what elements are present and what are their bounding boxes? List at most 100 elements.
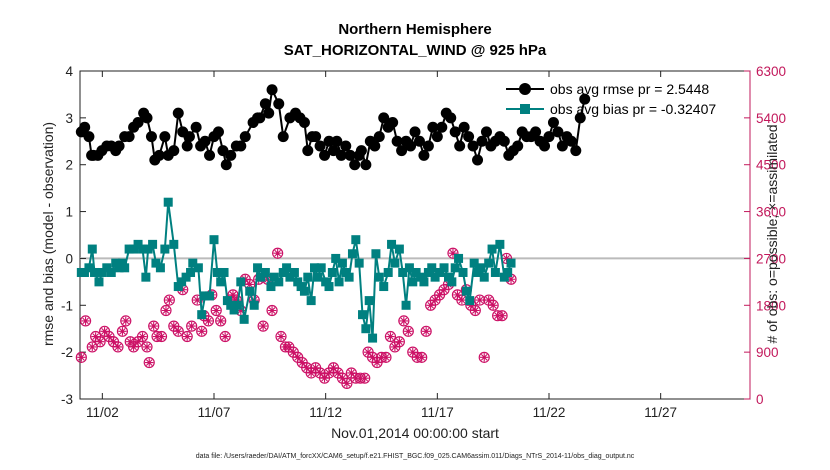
obs-assimilated-marker bbox=[187, 321, 196, 331]
bias-marker bbox=[476, 263, 486, 273]
x-tick-label: 11/17 bbox=[421, 405, 454, 420]
bias-marker bbox=[120, 263, 130, 273]
obs-possible-marker bbox=[202, 315, 215, 327]
rmse-marker bbox=[340, 140, 352, 152]
rmse-marker bbox=[552, 126, 564, 138]
obs-assimilated-marker bbox=[104, 332, 114, 341]
rmse-marker bbox=[212, 126, 224, 138]
bias-marker bbox=[427, 263, 437, 273]
rmse-marker bbox=[159, 131, 171, 143]
bias-marker bbox=[143, 244, 153, 254]
rmse-marker bbox=[349, 159, 361, 171]
obs-possible-marker bbox=[136, 330, 149, 343]
obs-assimilated-marker bbox=[121, 316, 130, 326]
obs-assimilated-marker bbox=[129, 342, 138, 352]
bias-marker bbox=[193, 263, 203, 273]
rmse-marker bbox=[331, 135, 343, 147]
obs-possible-marker bbox=[163, 294, 175, 306]
rmse-marker bbox=[472, 154, 484, 166]
obs-assimilated-marker bbox=[267, 306, 277, 315]
obs-possible-marker bbox=[487, 299, 499, 311]
bias-marker bbox=[469, 258, 479, 268]
obs-possible-marker bbox=[120, 315, 132, 327]
bias-marker bbox=[503, 267, 513, 277]
obs-possible-marker bbox=[160, 304, 172, 317]
bias-marker bbox=[419, 277, 429, 287]
obs-assimilated-marker bbox=[138, 332, 147, 341]
rmse-marker bbox=[530, 126, 542, 138]
obs-possible-marker bbox=[420, 325, 432, 337]
obs-assimilated-marker bbox=[232, 295, 241, 305]
rmse-marker bbox=[409, 126, 421, 138]
rmse-marker bbox=[263, 107, 275, 119]
obs-possible-marker bbox=[384, 330, 397, 343]
bias-marker bbox=[337, 258, 347, 268]
rmse-marker bbox=[298, 117, 310, 129]
bias-marker bbox=[177, 277, 187, 287]
rmse-marker bbox=[422, 140, 434, 152]
rmse-marker bbox=[199, 135, 211, 147]
bias-marker bbox=[447, 277, 457, 287]
x-tick-label: 11/07 bbox=[198, 405, 231, 420]
obs-assimilated-marker bbox=[88, 342, 97, 352]
rmse-marker bbox=[190, 121, 202, 133]
bias-marker bbox=[394, 244, 404, 254]
bias-marker bbox=[266, 282, 276, 292]
rmse-marker bbox=[344, 149, 356, 161]
rmse-marker bbox=[413, 135, 425, 147]
obs-possible-marker bbox=[79, 315, 92, 327]
obs-assimilated-marker bbox=[81, 316, 90, 326]
bias-marker bbox=[490, 267, 500, 277]
bias-marker bbox=[296, 282, 306, 292]
bias-marker bbox=[94, 277, 104, 287]
obs-assimilated-marker bbox=[149, 321, 158, 331]
bias-marker bbox=[285, 272, 295, 282]
obs-assimilated-marker bbox=[193, 295, 202, 305]
obs-assimilated-marker bbox=[430, 295, 440, 305]
obs-assimilated-marker bbox=[245, 280, 254, 289]
chart-subtitle: SAT_HORIZONTAL_WIND @ 925 hPa bbox=[284, 42, 547, 59]
bias-marker bbox=[148, 239, 158, 249]
bias-marker bbox=[90, 267, 100, 277]
rmse-marker bbox=[183, 131, 195, 143]
obs-assimilated-marker bbox=[302, 363, 311, 372]
obs-assimilated-marker bbox=[118, 327, 127, 336]
y-tick-label: 2 bbox=[65, 158, 73, 173]
rmse-marker bbox=[141, 112, 153, 124]
obs-possible-marker bbox=[272, 247, 284, 259]
obs-assimilated-marker bbox=[390, 342, 400, 352]
obs-assimilated-marker bbox=[293, 353, 302, 362]
rmse-marker bbox=[254, 112, 266, 124]
obs-assimilated-marker bbox=[404, 327, 413, 336]
bias-marker bbox=[133, 239, 143, 249]
obs-possible-marker bbox=[141, 341, 153, 353]
obs-assimilated-marker bbox=[506, 275, 516, 284]
rmse-marker bbox=[449, 126, 461, 138]
obs-assimilated-marker bbox=[417, 353, 426, 362]
bias-marker bbox=[404, 263, 414, 273]
rmse-marker bbox=[512, 140, 524, 152]
rmse-marker bbox=[565, 135, 577, 147]
rmse-marker bbox=[310, 131, 322, 143]
rmse-marker bbox=[458, 121, 470, 133]
rmse-marker bbox=[323, 135, 335, 147]
obs-assimilated-marker bbox=[273, 249, 282, 258]
bias-marker bbox=[454, 253, 464, 263]
rmse-marker bbox=[181, 140, 193, 152]
bias-marker bbox=[111, 258, 121, 268]
bias-marker bbox=[236, 277, 246, 287]
bias-marker bbox=[347, 249, 357, 259]
rmse-marker bbox=[476, 135, 488, 147]
rmse-marker bbox=[391, 135, 403, 147]
obs-possible-marker bbox=[393, 336, 405, 348]
x-tick-label: 11/02 bbox=[86, 405, 119, 420]
obs-assimilated-marker bbox=[142, 342, 152, 352]
obs-assimilated-marker bbox=[109, 337, 118, 346]
obs-assimilated-marker bbox=[484, 295, 493, 305]
bias-marker bbox=[487, 244, 497, 254]
obs-assimilated-marker bbox=[157, 332, 166, 341]
bias-marker bbox=[358, 310, 368, 320]
bias-marker bbox=[364, 296, 374, 306]
obs-assimilated-marker bbox=[204, 316, 213, 326]
rmse-marker bbox=[427, 121, 439, 133]
